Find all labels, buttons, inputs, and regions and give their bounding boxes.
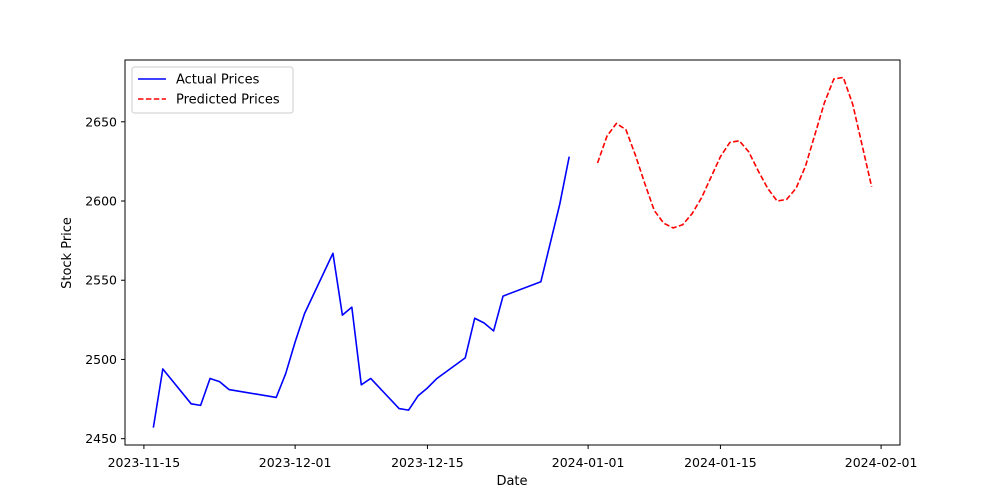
x-tick-label: 2024-01-15	[684, 455, 757, 470]
x-tick-label: 2024-01-01	[552, 455, 625, 470]
plot-area	[152, 76, 873, 428]
y-axis-title: Stock Price	[60, 217, 75, 289]
x-tick-label: 2023-12-01	[259, 455, 332, 470]
series-line-predicted	[596, 76, 873, 229]
x-tick-label: 2023-11-15	[108, 455, 181, 470]
y-tick-label: 2500	[85, 352, 117, 367]
x-axis: 2023-11-15 2023-12-01 2023-12-15 2024-01-01…	[108, 445, 918, 470]
legend-box	[131, 66, 294, 114]
legend-label: Actual Prices	[176, 73, 260, 88]
y-tick-label: 2600	[85, 194, 117, 209]
x-tick-label: 2024-02-01	[845, 455, 918, 470]
legend-label: Predicted Prices	[176, 93, 280, 108]
y-axis: 2450 2500 2550 2600 2650	[85, 114, 125, 446]
series-layer	[152, 76, 873, 428]
y-tick-label: 2450	[85, 431, 117, 446]
plot-frame	[124, 59, 901, 446]
x-tick-label: 2023-12-15	[391, 455, 464, 470]
y-tick-label: 2650	[85, 114, 117, 129]
series-line-actual	[152, 156, 570, 428]
legend: Actual Prices Predicted Prices	[131, 66, 294, 114]
x-axis-title: Date	[496, 474, 527, 489]
y-tick-label: 2550	[85, 273, 117, 288]
